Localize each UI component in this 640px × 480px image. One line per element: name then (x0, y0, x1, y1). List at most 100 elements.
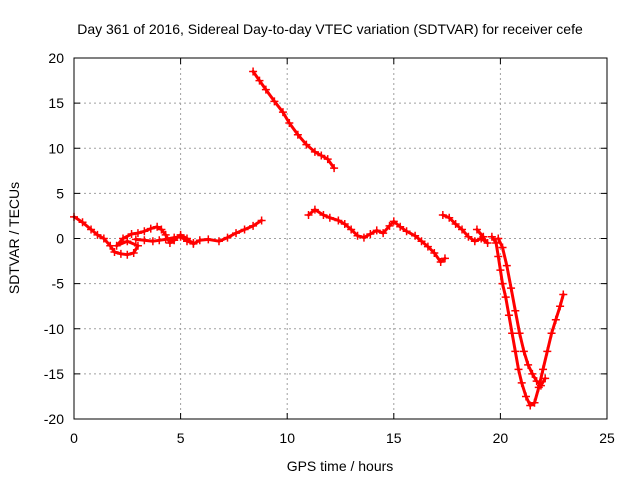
x-tick-label: 25 (599, 430, 615, 446)
data-point (526, 401, 535, 410)
data-point (249, 67, 258, 76)
data-point (347, 225, 356, 234)
data-point (214, 237, 223, 246)
data-layer (70, 67, 568, 410)
data-point (440, 254, 449, 263)
data-point (498, 243, 507, 252)
data-point (255, 76, 264, 85)
data-point (257, 216, 266, 225)
data-point (204, 235, 213, 244)
data-point (153, 222, 162, 231)
data-point (528, 369, 537, 378)
data-point (517, 378, 526, 387)
series-segment-3 (307, 208, 447, 264)
data-point (133, 229, 142, 238)
tick-layer: 0 5 10 15 20 25 -20 -15 -10 -5 0 5 10 15 20 (44, 50, 615, 446)
data-point (411, 231, 420, 240)
data-point (372, 226, 381, 235)
data-point (502, 261, 511, 270)
data-point (112, 241, 121, 250)
data-point (189, 239, 198, 248)
series-segment-5 (490, 235, 565, 407)
data-point (396, 222, 405, 231)
data-point (119, 234, 128, 243)
data-point (483, 239, 492, 248)
data-point (514, 365, 523, 374)
x-tick-label: 20 (493, 430, 509, 446)
data-point (543, 347, 552, 356)
data-point (310, 147, 319, 156)
data-point (182, 237, 191, 246)
data-point (148, 237, 157, 246)
data-point (359, 233, 368, 242)
data-point (310, 205, 319, 214)
data-point (494, 234, 503, 243)
data-point (127, 229, 136, 238)
data-point (155, 236, 164, 245)
data-point (541, 374, 550, 383)
x-tick-label: 10 (279, 430, 295, 446)
data-point (479, 232, 488, 241)
data-point (494, 252, 503, 261)
y-tick-label: 5 (56, 185, 64, 201)
data-point (353, 231, 362, 240)
data-point (472, 225, 481, 234)
data-point (110, 248, 119, 257)
data-point (129, 248, 138, 257)
series-segment-5b (496, 237, 547, 388)
data-point (302, 140, 311, 149)
data-point (366, 229, 375, 238)
data-point (487, 232, 496, 241)
data-point (515, 329, 524, 338)
data-point (261, 85, 270, 94)
data-point (402, 227, 411, 236)
data-point (116, 249, 125, 258)
data-point (319, 211, 328, 220)
data-point (285, 118, 294, 127)
data-point (445, 213, 454, 222)
x-tick-label: 5 (177, 430, 185, 446)
data-point (536, 381, 545, 390)
y-tick-label: 20 (48, 50, 64, 66)
data-point (123, 250, 132, 259)
y-tick-label: -10 (44, 321, 64, 337)
data-point (508, 329, 517, 338)
data-point (87, 225, 96, 234)
data-point (530, 398, 539, 407)
data-point (195, 236, 204, 245)
data-point (379, 229, 388, 238)
data-point (140, 236, 149, 245)
data-point (270, 97, 279, 106)
data-point (559, 290, 568, 299)
data-point (146, 224, 155, 233)
y-axis-label: SDTVAR / TECUs (6, 182, 22, 294)
data-point (161, 235, 170, 244)
series-segment-1 (72, 215, 264, 257)
x-tick-label: 0 (70, 430, 78, 446)
data-point (504, 311, 513, 320)
data-point (470, 237, 479, 246)
plot-frame (73, 57, 608, 420)
data-point (170, 233, 179, 242)
data-point (317, 151, 326, 160)
chart-title: Day 361 of 2016, Sidereal Day-to-day VTE… (77, 21, 583, 37)
data-point (99, 234, 108, 243)
data-point (240, 225, 249, 234)
data-point (223, 233, 232, 242)
data-point (423, 242, 432, 251)
data-point (464, 232, 473, 241)
data-point (436, 257, 445, 266)
y-tick-label: 10 (48, 140, 64, 156)
data-point (511, 306, 520, 315)
data-point (385, 221, 394, 230)
data-point (524, 360, 533, 369)
data-point (330, 164, 339, 173)
data-point (417, 237, 426, 246)
data-point (511, 347, 520, 356)
y-tick-label: 0 (56, 231, 64, 247)
data-point (293, 130, 302, 139)
data-point (176, 232, 185, 241)
y-tick-label: -20 (44, 411, 64, 427)
data-point (507, 284, 516, 293)
